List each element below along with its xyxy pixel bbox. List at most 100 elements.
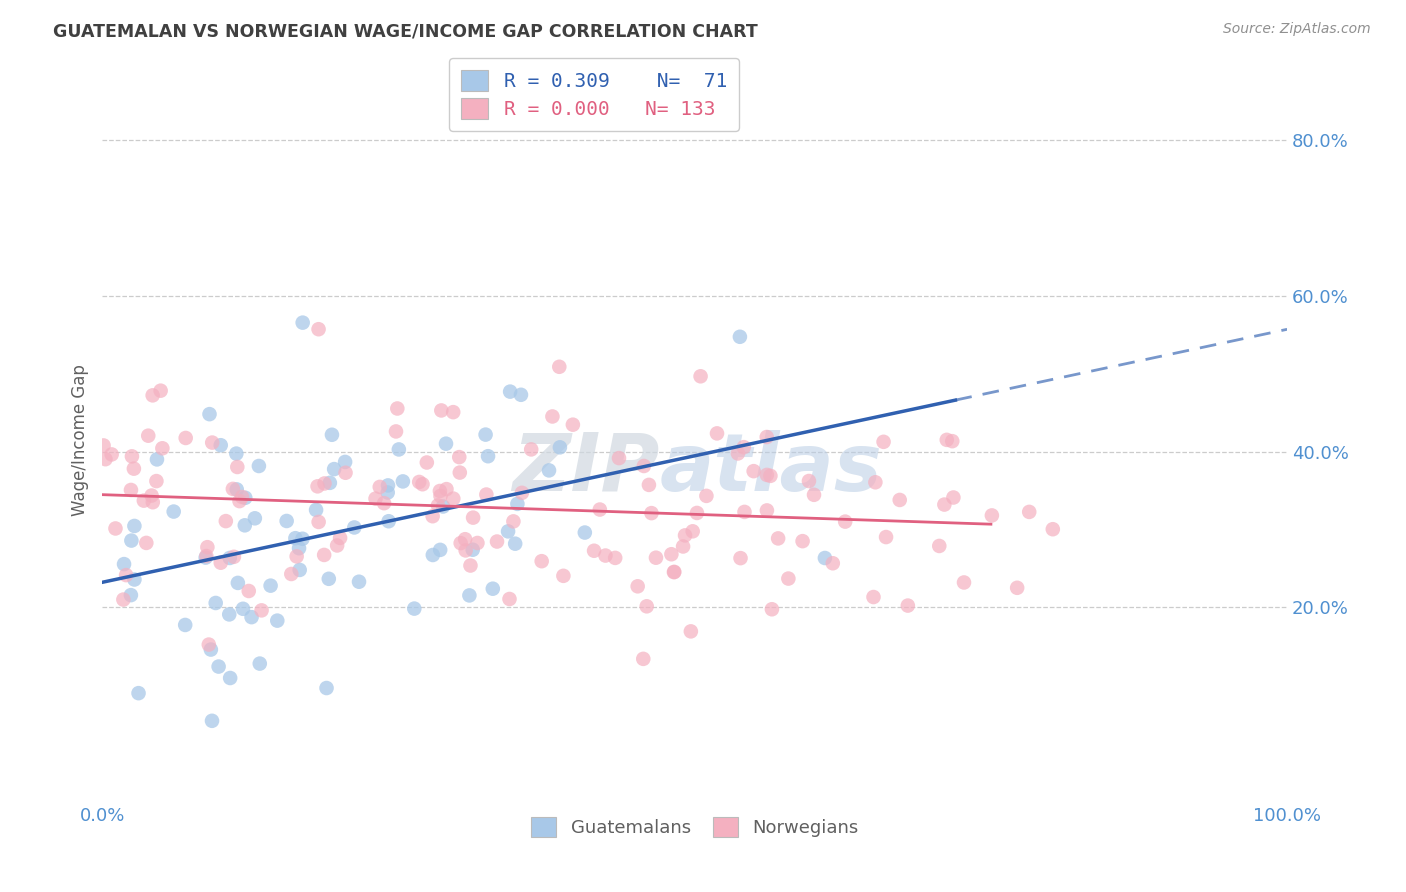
Point [249, 657, 271, 671]
Point [422, 548, 444, 562]
Point [449, 450, 471, 464]
Point [194, 550, 217, 565]
Point [149, 384, 172, 398]
Point [347, 574, 370, 589]
Point [198, 407, 221, 421]
Point [485, 534, 508, 549]
Point [329, 531, 352, 545]
Point [225, 483, 247, 497]
Point [1005, 581, 1028, 595]
Point [432, 500, 454, 514]
Point [141, 489, 163, 503]
Point [250, 603, 273, 617]
Point [510, 388, 533, 402]
Point [115, 568, 138, 582]
Point [259, 579, 281, 593]
Point [291, 532, 314, 546]
Point [742, 464, 765, 478]
Point [243, 511, 266, 525]
Point [728, 330, 751, 344]
Point [605, 550, 627, 565]
Point [174, 618, 197, 632]
Point [238, 584, 260, 599]
Point [633, 652, 655, 666]
Point [561, 417, 583, 432]
Point [672, 540, 695, 554]
Point [686, 506, 709, 520]
Text: GUATEMALAN VS NORWEGIAN WAGE/INCOME GAP CORRELATION CHART: GUATEMALAN VS NORWEGIAN WAGE/INCOME GAP … [53, 22, 758, 40]
Point [132, 493, 155, 508]
Point [636, 599, 658, 614]
Point [392, 475, 415, 489]
Point [200, 642, 222, 657]
Point [307, 479, 329, 493]
Point [218, 551, 240, 566]
Point [834, 515, 856, 529]
Point [142, 495, 165, 509]
Point [209, 556, 232, 570]
Point [209, 438, 232, 452]
Point [727, 446, 749, 460]
Point [633, 458, 655, 473]
Point [548, 440, 571, 454]
Point [640, 506, 662, 520]
Point [627, 579, 650, 593]
Point [733, 440, 755, 454]
Point [502, 515, 524, 529]
Point [308, 322, 330, 336]
Point [755, 467, 778, 482]
Point [942, 491, 965, 505]
Point [461, 510, 484, 524]
Point [475, 487, 498, 501]
Point [429, 489, 451, 503]
Point [422, 509, 444, 524]
Text: atlas: atlas [659, 430, 882, 508]
Point [222, 549, 245, 564]
Point [474, 427, 496, 442]
Point [321, 427, 343, 442]
Point [941, 434, 963, 449]
Point [862, 590, 884, 604]
Point [285, 549, 308, 564]
Point [326, 539, 349, 553]
Point [695, 489, 717, 503]
Point [548, 359, 571, 374]
Point [308, 515, 330, 529]
Point [377, 478, 399, 492]
Point [682, 524, 704, 539]
Point [247, 458, 270, 473]
Point [120, 588, 142, 602]
Point [875, 530, 897, 544]
Point [124, 519, 146, 533]
Point [218, 607, 240, 622]
Point [315, 681, 337, 695]
Point [759, 468, 782, 483]
Point [730, 551, 752, 566]
Point [434, 436, 457, 450]
Point [215, 514, 238, 528]
Point [233, 491, 256, 505]
Point [112, 557, 135, 571]
Point [460, 558, 482, 573]
Legend: Guatemalans, Norwegians: Guatemalans, Norwegians [524, 810, 866, 844]
Point [821, 556, 844, 570]
Point [583, 543, 606, 558]
Point [276, 514, 298, 528]
Point [136, 428, 159, 442]
Point [233, 518, 256, 533]
Point [145, 474, 167, 488]
Point [498, 592, 520, 607]
Point [314, 548, 336, 562]
Point [454, 543, 477, 558]
Point [755, 430, 778, 444]
Point [664, 565, 686, 579]
Point [645, 550, 668, 565]
Point [112, 592, 135, 607]
Point [778, 572, 800, 586]
Point [928, 539, 950, 553]
Point [761, 602, 783, 616]
Point [503, 537, 526, 551]
Point [662, 565, 685, 579]
Point [679, 624, 702, 639]
Point [766, 532, 789, 546]
